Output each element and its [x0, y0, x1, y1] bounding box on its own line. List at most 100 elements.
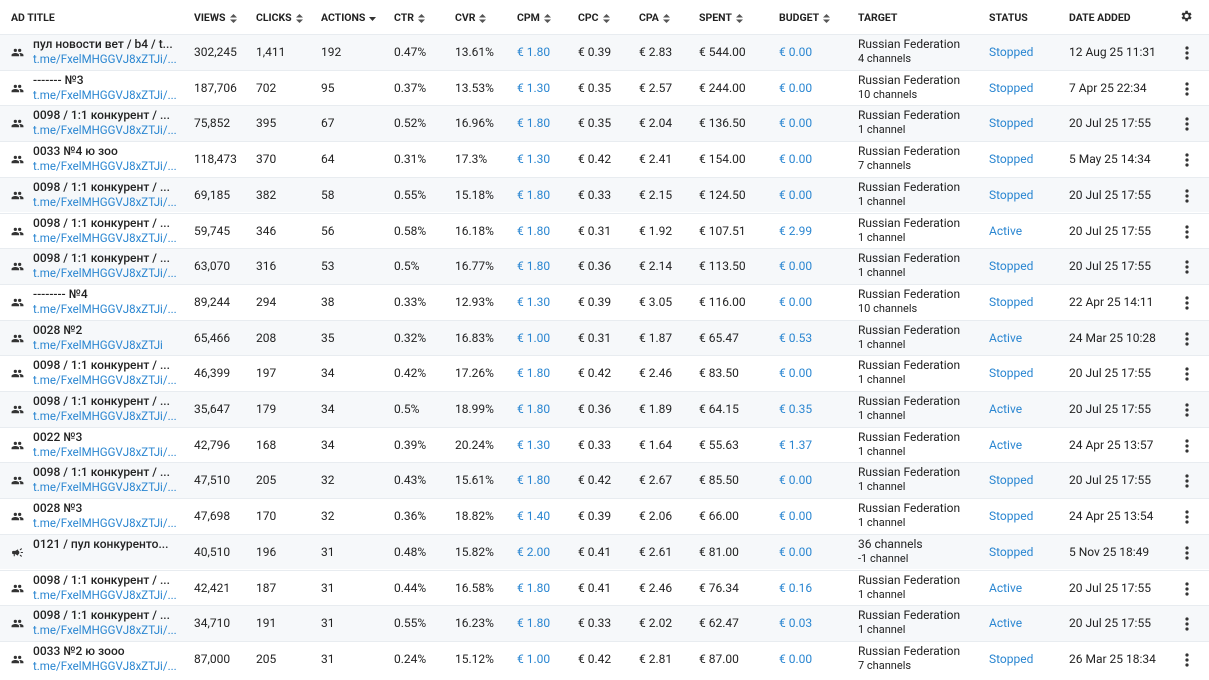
- ad-link[interactable]: t.me/FxelMHGGVJ8xZTJi/...: [33, 266, 177, 281]
- sort-icon[interactable]: [823, 13, 831, 23]
- status[interactable]: Active: [989, 223, 1023, 238]
- ad-row[interactable]: ------- №3 t.me/FxelMHGGVJ8xZTJi/... 187,7…: [0, 69, 1209, 106]
- ad-row[interactable]: 0098 / 1:1 конкурент / ... t.me/FxelMHGGV…: [0, 569, 1209, 606]
- status[interactable]: Active: [989, 616, 1023, 631]
- column-header[interactable]: CTR: [394, 11, 425, 24]
- ad-row[interactable]: 0033 №4 ю зоо t.me/FxelMHGGVJ8xZTJi/... 11…: [0, 141, 1209, 177]
- status[interactable]: Stopped: [989, 294, 1034, 309]
- ad-title[interactable]: ------- №3: [33, 72, 84, 87]
- column-header[interactable]: CPC: [578, 11, 610, 24]
- row-menu[interactable]: [1185, 581, 1189, 596]
- ad-row[interactable]: 0121 / пул конкуренто... 40,510 196 31 0.48%…: [0, 533, 1209, 570]
- row-menu[interactable]: [1185, 510, 1189, 524]
- ad-link[interactable]: t.me/FxelMHGGVJ8xZTJi/...: [33, 230, 177, 245]
- ad-title[interactable]: 0098 / 1:1 конкурент / ...: [33, 358, 170, 373]
- sort-icon[interactable]: [369, 14, 377, 23]
- ad-title[interactable]: -------- №4: [33, 286, 88, 301]
- row-menu[interactable]: [1185, 224, 1189, 239]
- column-header[interactable]: CPA: [639, 11, 670, 24]
- sort-icon[interactable]: [479, 13, 487, 23]
- sort-icon[interactable]: [229, 13, 237, 23]
- column-header[interactable]: SPENT: [699, 11, 743, 24]
- ad-row[interactable]: 0098 / 1:1 конкурент / ... t.me/FxelMHGGV…: [0, 391, 1209, 427]
- status[interactable]: Active: [989, 402, 1023, 416]
- ad-link[interactable]: t.me/FxelMHGGVJ8xZTJi/...: [33, 52, 177, 66]
- ad-link[interactable]: t.me/FxelMHGGVJ8xZTJi/...: [33, 159, 177, 174]
- row-menu[interactable]: [1185, 296, 1189, 310]
- row-menu[interactable]: [1185, 189, 1189, 203]
- status[interactable]: Active: [989, 330, 1023, 345]
- status[interactable]: Stopped: [989, 259, 1034, 274]
- row-menu[interactable]: [1185, 331, 1189, 346]
- row-menu[interactable]: [1185, 546, 1189, 560]
- ad-row[interactable]: 0098 / 1:1 конкурент / ... t.me/FxelMHGGV…: [0, 605, 1209, 641]
- column-header[interactable]: STATUS: [989, 11, 1028, 24]
- ad-link[interactable]: t.me/FxelMHGGVJ8xZTJi/...: [33, 123, 177, 138]
- sort-icon[interactable]: [543, 13, 551, 23]
- row-menu[interactable]: [1185, 653, 1189, 667]
- ad-title[interactable]: 0022 №3: [33, 429, 83, 444]
- ad-title[interactable]: 0028 №2: [33, 322, 83, 337]
- column-header[interactable]: AD TITLE: [11, 11, 55, 24]
- ad-row[interactable]: 0022 №3 t.me/FxelMHGGVJ8xZTJi/... 42,796 16…: [0, 426, 1209, 463]
- ad-row[interactable]: пул новости вет / b4 / t... t.me/FxelMHGG…: [0, 34, 1209, 70]
- ad-title[interactable]: 0098 / 1:1 конкурент / ...: [33, 465, 170, 480]
- ad-link[interactable]: t.me/FxelMHGGVJ8xZTJi/...: [33, 409, 177, 423]
- status[interactable]: Stopped: [989, 544, 1034, 559]
- ad-row[interactable]: 0098 / 1:1 конкурент / ... t.me/FxelMHGGV…: [0, 462, 1209, 499]
- ad-row[interactable]: 0098 / 1:1 конкурент / ... t.me/FxelMHGGV…: [0, 105, 1209, 142]
- ad-row[interactable]: 0033 №2 ю зооо t.me/FxelMHGGVJ8xZTJi/... 8…: [0, 640, 1209, 677]
- ad-title[interactable]: 0033 №4 ю зоо: [33, 144, 118, 159]
- ad-title[interactable]: пул новости вет / b4 / t...: [33, 37, 173, 51]
- row-menu[interactable]: [1185, 260, 1189, 274]
- ad-title[interactable]: 0098 / 1:1 конкурент / ...: [33, 572, 170, 587]
- status[interactable]: Active: [989, 437, 1023, 452]
- ad-title[interactable]: 0098 / 1:1 конкурент / ...: [33, 608, 170, 623]
- sort-icon[interactable]: [602, 13, 610, 23]
- row-menu[interactable]: [1185, 403, 1189, 417]
- status[interactable]: Stopped: [989, 509, 1034, 524]
- ad-link[interactable]: t.me/FxelMHGGVJ8xZTJi/...: [33, 373, 177, 388]
- ad-link[interactable]: t.me/FxelMHGGVJ8xZTJi/...: [33, 194, 177, 209]
- ad-title[interactable]: 0098 / 1:1 конкурент / ...: [33, 108, 170, 123]
- ad-title[interactable]: 0033 №2 ю зооо: [33, 643, 125, 658]
- ad-title[interactable]: 0098 / 1:1 конкурент / ...: [33, 251, 170, 266]
- row-menu[interactable]: [1185, 46, 1189, 60]
- column-header[interactable]: BUDGET: [779, 11, 831, 24]
- row-menu[interactable]: [1185, 82, 1189, 96]
- status[interactable]: Active: [989, 580, 1023, 595]
- row-menu[interactable]: [1185, 474, 1189, 488]
- status[interactable]: Stopped: [989, 152, 1034, 167]
- ad-link[interactable]: t.me/FxelMHGGVJ8xZTJi/...: [33, 301, 177, 316]
- ad-title[interactable]: 0098 / 1:1 конкурент / ...: [33, 179, 170, 194]
- ad-row[interactable]: -------- №4 t.me/FxelMHGGVJ8xZTJi/... 89,2…: [0, 283, 1209, 320]
- settings-icon[interactable]: [1179, 9, 1193, 23]
- row-menu[interactable]: [1185, 117, 1189, 131]
- status[interactable]: Stopped: [989, 45, 1034, 59]
- sort-icon[interactable]: [735, 13, 743, 23]
- ad-row[interactable]: 0098 / 1:1 конкурент / ... t.me/FxelMHGGV…: [0, 176, 1209, 213]
- status[interactable]: Stopped: [989, 651, 1034, 666]
- row-menu[interactable]: [1185, 367, 1189, 381]
- ad-link[interactable]: t.me/FxelMHGGVJ8xZTJi/...: [33, 658, 177, 673]
- row-menu[interactable]: [1185, 617, 1189, 631]
- ad-link[interactable]: t.me/FxelMHGGVJ8xZTJi/...: [33, 480, 177, 495]
- ad-link[interactable]: t.me/FxelMHGGVJ8xZTJi: [33, 337, 163, 352]
- column-header[interactable]: CPM: [517, 11, 551, 24]
- status[interactable]: Stopped: [989, 473, 1034, 488]
- ad-row[interactable]: 0028 №3 t.me/FxelMHGGVJ8xZTJi/... 47,698 17…: [0, 498, 1209, 534]
- column-header[interactable]: VIEWS: [194, 11, 237, 24]
- ad-title[interactable]: 0028 №3: [33, 501, 83, 516]
- ad-title[interactable]: 0121 / пул конкуренто...: [33, 536, 169, 551]
- sort-icon[interactable]: [417, 13, 425, 23]
- sort-icon[interactable]: [662, 13, 670, 23]
- column-header[interactable]: CLICKS: [256, 11, 303, 24]
- status[interactable]: Stopped: [989, 116, 1034, 131]
- column-header[interactable]: TARGET: [858, 11, 898, 24]
- ad-row[interactable]: 0028 №2 t.me/FxelMHGGVJ8xZTJi 65,466 208 35 0…: [0, 319, 1209, 356]
- ad-title[interactable]: 0098 / 1:1 конкурент / ...: [33, 394, 170, 408]
- status[interactable]: Stopped: [989, 80, 1034, 95]
- sort-icon[interactable]: [295, 13, 303, 23]
- column-header[interactable]: CVR: [455, 11, 487, 24]
- column-header[interactable]: DATE ADDED: [1069, 11, 1131, 24]
